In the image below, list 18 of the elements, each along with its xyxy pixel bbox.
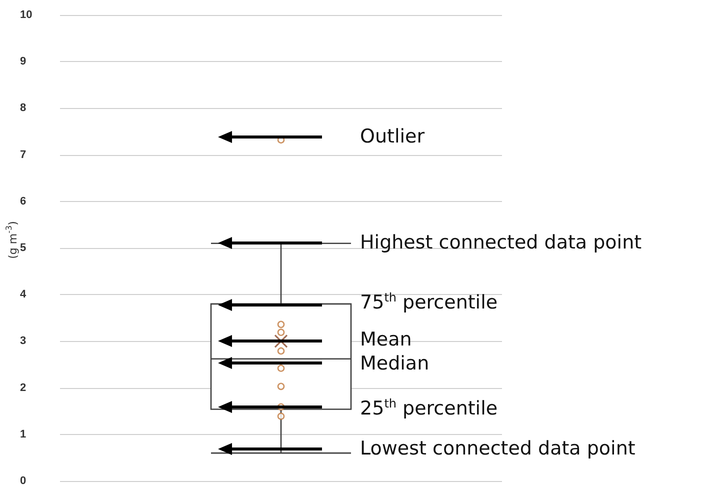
y-tick-label: 2 — [20, 382, 26, 394]
y-tick-label: 6 — [20, 195, 26, 208]
y-tick-label: 7 — [20, 148, 26, 161]
annotation: 25$^{th}$ percentile — [360, 396, 498, 420]
annotation: Median — [360, 352, 430, 374]
y-tick-label: 9 — [20, 56, 26, 68]
y-tick-label: 5 — [20, 242, 26, 254]
annotation: Lowest connected data point — [360, 438, 636, 460]
y-tick-label: 3 — [20, 335, 26, 348]
y-tick-label: 0 — [20, 475, 26, 487]
y-tick-label: 1 — [20, 428, 26, 440]
annotation: Highest connected data point — [360, 232, 642, 254]
annotation: Mean — [360, 328, 412, 350]
y-tick-label: 4 — [20, 288, 27, 301]
y-tick-label: 8 — [20, 102, 26, 114]
annotation: 75$^{th}$ percentile — [360, 290, 498, 314]
y-tick-label: 10 — [20, 9, 32, 21]
annotation: Outlier — [360, 126, 425, 148]
